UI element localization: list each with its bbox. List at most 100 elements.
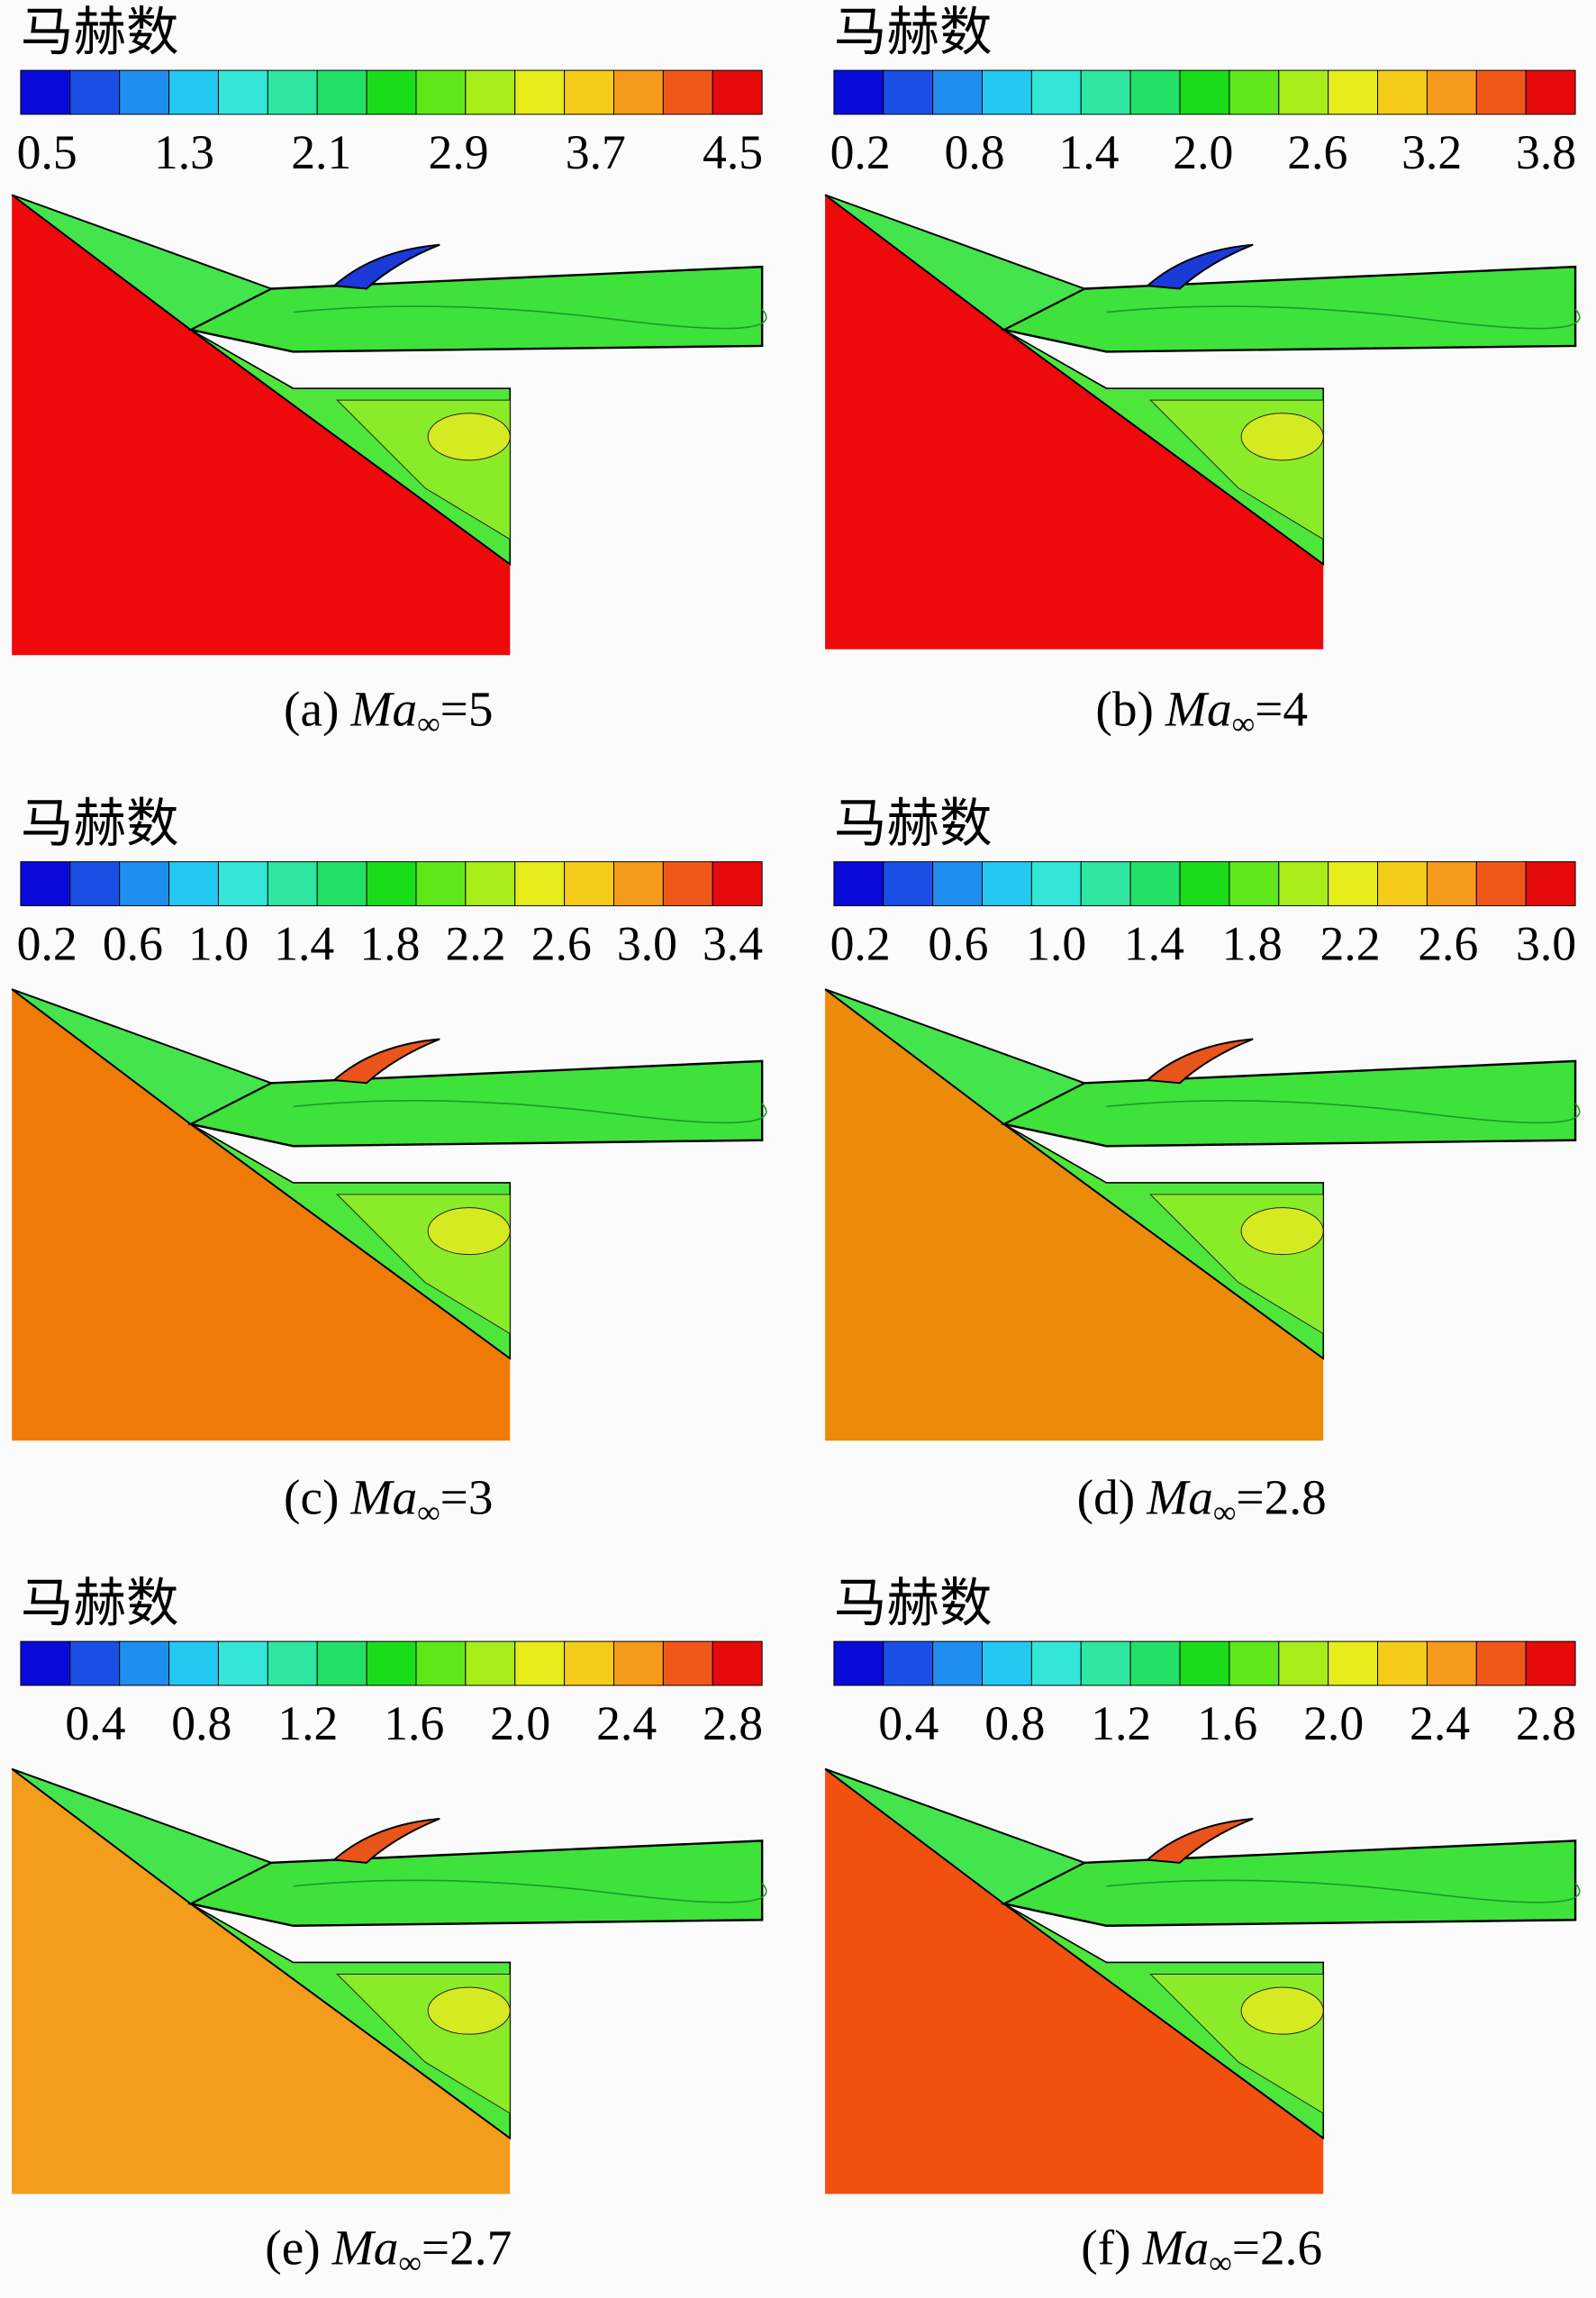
colorbar-tick-label: 1.6 (1197, 1696, 1257, 1750)
colorbar-swatch (564, 1640, 614, 1686)
contour-field (824, 988, 1581, 1441)
caption: (b) Ma∞=4 (1095, 681, 1308, 741)
colorbar-swatch (366, 1640, 417, 1686)
colorbar-swatch (1129, 1640, 1181, 1686)
colorbar-swatch (1278, 69, 1329, 115)
colorbar-swatch (613, 69, 664, 115)
caption: (c) Ma∞=3 (284, 1470, 493, 1530)
colorbar-swatch (1328, 69, 1379, 115)
lower-duct-high-zone (427, 1207, 511, 1256)
colorbar-swatch (217, 69, 268, 115)
colorbar-swatch (415, 861, 467, 906)
colorbar-swatch (267, 861, 318, 906)
colorbar-title: 马赫数 (834, 3, 993, 61)
colorbar-swatch (217, 1640, 268, 1686)
panel: 马赫数 0.5 1.3 2.1 2.9 3.7 4.5 (a) Ma∞=5 (11, 3, 767, 741)
colorbar-tick-label: 1.8 (1222, 917, 1283, 971)
inlet-channel (1000, 1839, 1577, 1927)
colorbar-swatch (833, 69, 884, 115)
colorbar-swatch (1080, 861, 1131, 906)
colorbar-swatch (662, 1640, 713, 1686)
colorbar-swatch (1129, 69, 1181, 115)
colorbar-tick-label: 0.8 (944, 125, 1004, 179)
colorbar-swatch (883, 1640, 934, 1686)
colorbar-swatch (415, 69, 467, 115)
colorbar-tick-label: 3.7 (566, 125, 626, 179)
colorbar-swatch (1278, 1640, 1329, 1686)
colorbar-tick-label: 0.4 (65, 1696, 125, 1750)
colorbar-tick-label: 4.5 (703, 125, 763, 179)
colorbar-swatch (833, 1640, 884, 1686)
colorbar-swatch (168, 1640, 219, 1686)
caption-label: (b) (1095, 681, 1153, 736)
colorbar-swatch (1179, 69, 1230, 115)
colorbar-swatch (168, 69, 219, 115)
colorbar-tick-label: 1.3 (154, 125, 214, 179)
colorbar-tick-label: 1.4 (1124, 917, 1184, 971)
colorbar-tick-label: 1.4 (1058, 125, 1119, 179)
compression-ramp-flow (11, 194, 274, 332)
caption-value: =2.6 (1232, 2221, 1322, 2275)
lower-duct-high-zone (427, 413, 511, 461)
colorbar-swatch (217, 861, 268, 906)
colorbar-tick-label: 2.9 (428, 125, 488, 179)
colorbar-swatch (613, 1640, 664, 1686)
lower-duct-high-zone (1240, 413, 1324, 461)
colorbar-swatch (316, 69, 367, 115)
caption-label: (e) (265, 2221, 320, 2275)
colorbar-tick-label: 2.2 (1319, 917, 1380, 971)
lower-duct-high-zone (1240, 1986, 1324, 2035)
colorbar-tick-label: 1.2 (1091, 1696, 1151, 1750)
colorbar-swatch (119, 1640, 170, 1686)
colorbar-swatch (1179, 861, 1230, 906)
freestream-region (825, 195, 1324, 649)
colorbar-tick-label: 1.8 (359, 917, 420, 971)
caption-symbol: Ma (1142, 2221, 1210, 2275)
lower-duct-high-zone (1240, 1207, 1324, 1256)
channel-contour (1106, 1100, 1581, 1124)
colorbar-tick-label: 0.6 (928, 917, 988, 971)
colorbar-tick-label: 2.6 (1418, 917, 1478, 971)
colorbar-swatch (712, 69, 763, 115)
colorbar-tick-label: 2.0 (1173, 125, 1233, 179)
colorbar-tick-label: 0.5 (17, 125, 77, 179)
colorbar-swatch (662, 861, 713, 906)
colorbar-tick-label: 1.0 (1026, 917, 1086, 971)
freestream-region (12, 1768, 511, 2194)
colorbar-tick-label: 2.4 (1410, 1696, 1470, 1750)
colorbar-tick-label: 2.2 (446, 917, 506, 971)
colorbar-swatch (833, 861, 884, 906)
contour-field (824, 194, 1581, 649)
caption-symbol: Ma (349, 1470, 417, 1525)
colorbar-swatch (1426, 861, 1477, 906)
colorbar-swatch (932, 861, 983, 906)
colorbar-swatch (465, 1640, 516, 1686)
colorbar-swatch (1475, 861, 1527, 906)
colorbar-swatch (69, 1640, 121, 1686)
caption: (d) Ma∞=2.8 (1077, 1470, 1327, 1530)
colorbar-tick-label: 2.8 (1516, 1696, 1576, 1750)
colorbar-swatch (69, 69, 121, 115)
colorbar-tick-label: 0.8 (171, 1696, 231, 1750)
shock-line (190, 1123, 511, 1359)
colorbar-swatch (514, 69, 566, 115)
colorbar-swatch (982, 861, 1032, 906)
inlet-channel (187, 1059, 764, 1148)
colorbar-swatch (366, 861, 417, 906)
colorbar-tick-label: 3.2 (1401, 125, 1462, 179)
colorbar-swatch (69, 861, 121, 906)
colorbar-swatch (932, 1640, 983, 1686)
caption-subscript: ∞ (398, 2244, 422, 2280)
colorbar-tick-label: 1.4 (274, 917, 334, 971)
caption-subscript: ∞ (1209, 2244, 1232, 2280)
freestream-region (12, 195, 511, 656)
colorbar-title: 马赫数 (834, 795, 993, 853)
colorbar-swatch (883, 69, 934, 115)
channel-contour (293, 1879, 767, 1903)
shock-line (1003, 329, 1324, 566)
colorbar-tick-label: 0.2 (17, 917, 77, 971)
caption: (a) Ma∞=5 (284, 681, 493, 741)
colorbar-tick-label: 0.2 (830, 125, 891, 179)
colorbar-swatch (1475, 1640, 1527, 1686)
